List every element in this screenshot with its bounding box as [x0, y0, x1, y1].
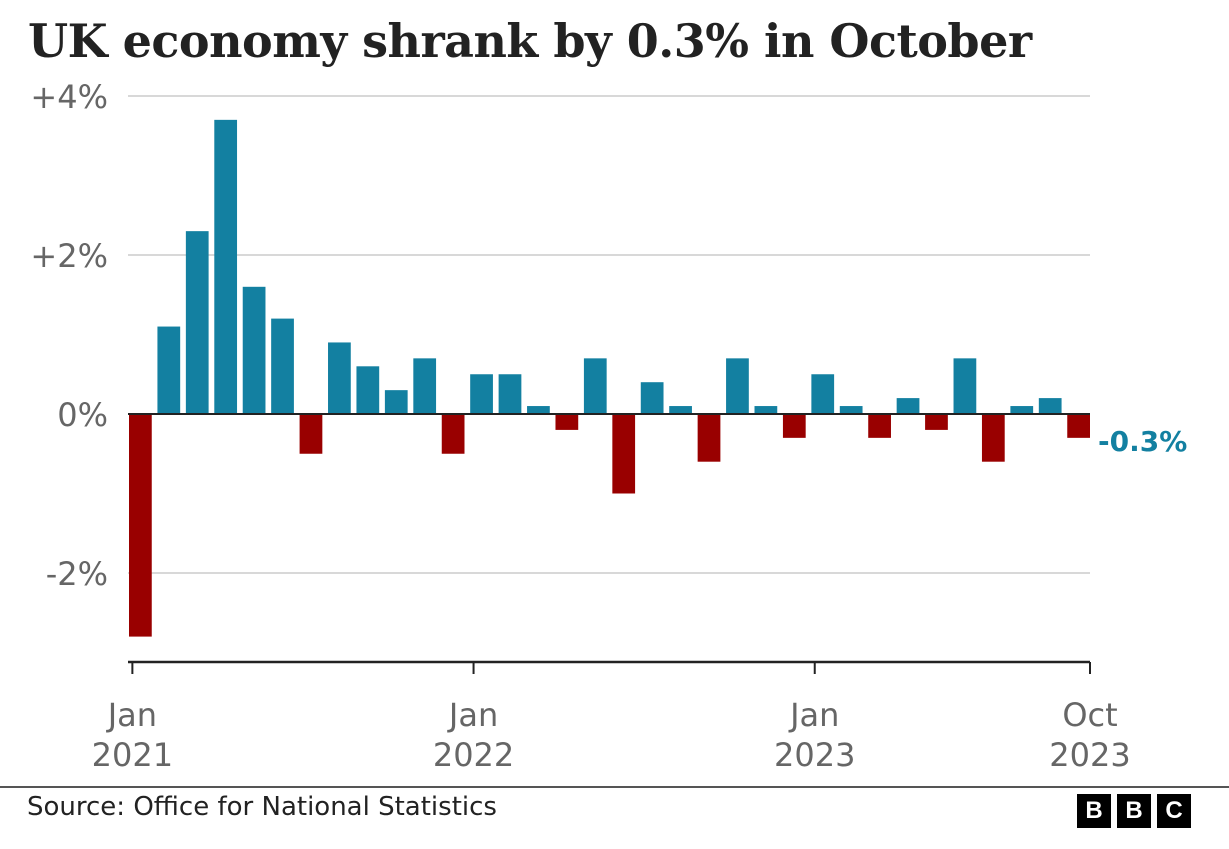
x-tick-label: 2022	[433, 736, 514, 774]
annotations: -0.3%	[1098, 425, 1187, 458]
y-tick-label: +2%	[30, 237, 108, 275]
bar	[242, 286, 266, 414]
bar	[868, 414, 891, 438]
bar	[612, 414, 636, 494]
logo-letter: B	[1117, 794, 1151, 828]
x-tick-label: Jan	[106, 696, 157, 734]
chart-title: UK economy shrank by 0.3% in October	[28, 14, 1032, 68]
bar	[640, 382, 664, 414]
x-tick-label: 2023	[1049, 736, 1130, 774]
x-tick-label: 2023	[774, 736, 855, 774]
bar	[384, 390, 408, 414]
bar	[299, 414, 323, 454]
bar	[839, 406, 863, 414]
y-axis-labels: +4% +2% 0% -2%	[30, 78, 108, 593]
logo-letter: B	[1077, 794, 1111, 828]
bar	[1010, 406, 1034, 414]
y-tick-label: -2%	[46, 555, 108, 593]
bar	[1038, 398, 1062, 414]
bars	[128, 119, 1090, 637]
bar	[981, 414, 1005, 462]
source-note: Source: Office for National Statistics	[27, 792, 497, 822]
bar	[413, 358, 437, 414]
x-tick-label: Oct	[1062, 696, 1117, 734]
bar	[129, 414, 152, 637]
bar	[356, 366, 380, 414]
bar	[953, 358, 977, 414]
bar	[782, 414, 806, 438]
bar	[726, 358, 749, 414]
bar	[498, 374, 522, 414]
bar	[669, 406, 692, 414]
y-tick-label: 0%	[57, 396, 108, 434]
value-annotation: -0.3%	[1098, 425, 1187, 458]
bar	[583, 358, 607, 414]
bar	[811, 374, 835, 414]
bar	[754, 406, 778, 414]
bar	[925, 414, 948, 430]
x-axis	[128, 660, 1091, 674]
x-tick-label: Jan	[447, 696, 498, 734]
x-tick-label: 2021	[92, 736, 173, 774]
bar	[214, 119, 238, 414]
grid-lines	[128, 95, 1090, 574]
bar-chart: +4%+2%0%-2% Jan2021Jan2022Jan2023Oct2023…	[30, 78, 1187, 774]
bar	[1067, 414, 1090, 438]
bbc-logo: B B C	[1077, 794, 1191, 828]
bar	[527, 406, 550, 414]
bar	[271, 318, 294, 414]
bar	[470, 374, 493, 414]
bar	[555, 414, 579, 430]
logo-letter: C	[1157, 794, 1191, 828]
x-tick-label: Jan	[788, 696, 839, 734]
bar	[441, 414, 465, 454]
bar	[185, 231, 209, 414]
bar	[328, 342, 351, 414]
bar	[157, 326, 181, 414]
y-tick-label: +4%	[30, 78, 108, 116]
footer-divider	[0, 786, 1229, 788]
bar	[697, 414, 721, 462]
bar	[896, 398, 920, 414]
